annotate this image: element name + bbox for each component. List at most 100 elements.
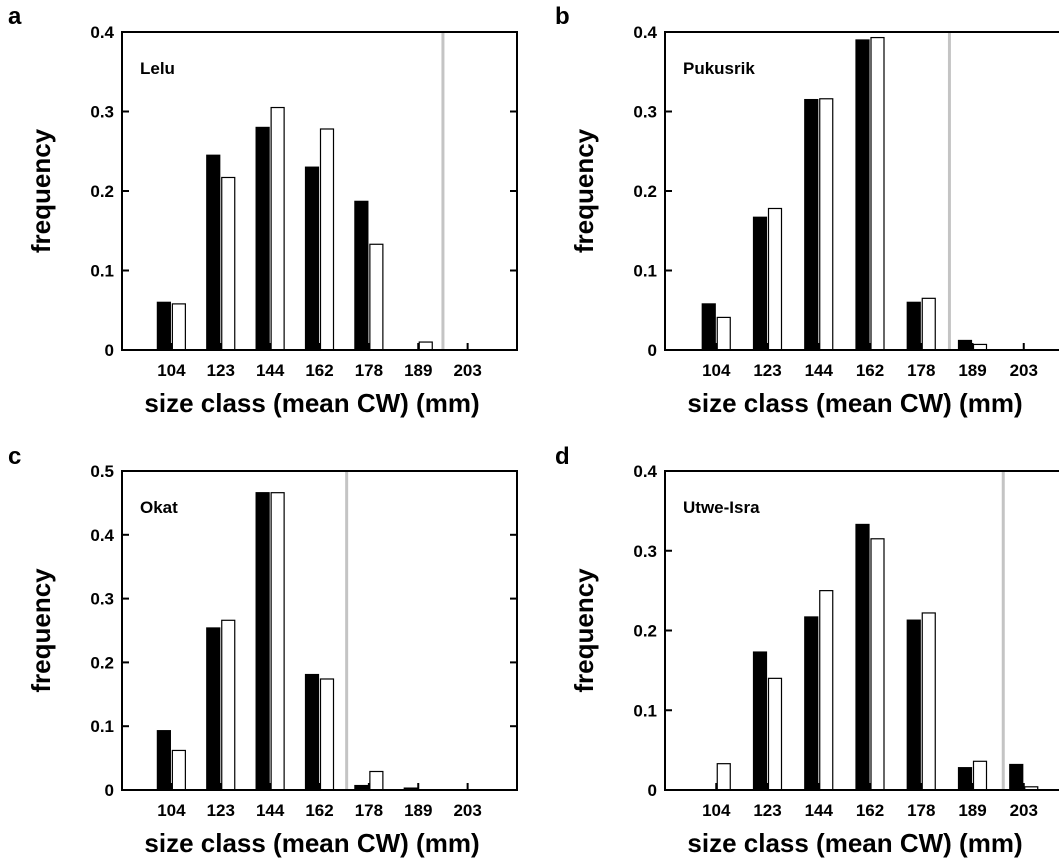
x-tick-label: 104 [702,801,731,820]
y-tick-label: 0.1 [633,701,657,720]
bar-black-144 [804,98,819,351]
panel-c: 0 0.1 0.2 0.3 0.4 0.5 104 123 144 162 178 189 203 siz… [8,443,518,858]
y-tick-label: 0.2 [90,182,114,201]
y-tick-label: 0.3 [633,103,657,122]
panel-letter: d [555,443,570,470]
y-tick-label: 0 [105,341,114,360]
x-tick-label: 162 [856,361,884,380]
site-label: Pukusrik [683,59,755,78]
y-tick-label: 0.4 [633,23,657,42]
bar-white-104 [716,763,731,791]
bar-black-189 [957,767,973,791]
x-tick-label: 189 [958,801,986,820]
site-label: Lelu [140,59,175,78]
x-tick-label: 144 [256,801,285,820]
y-axis-title: frequency [569,128,599,253]
x-tick-label: 144 [805,801,834,820]
bar-black-123 [206,154,221,351]
bar-black-162 [304,673,320,791]
x-tick-label: 203 [1010,361,1038,380]
x-tick-label: 203 [453,801,481,820]
x-tick-label: 203 [1010,801,1038,820]
y-tick-label: 0.1 [90,717,114,736]
bar-white-162 [319,128,335,351]
bar-white-144 [819,590,834,791]
bar-white-144 [819,98,834,351]
y-tick-label: 0.2 [90,653,114,672]
x-tick-label: 104 [157,361,186,380]
x-tick-label: 178 [355,801,383,820]
bar-black-162 [855,39,870,351]
y-tick-label: 0.1 [90,262,114,281]
bar-white-178 [921,612,936,791]
bar-white-178 [921,297,936,351]
panel-d: 0 0.1 0.2 0.3 0.4 104 123 144 162 178 189 203 size c… [555,443,1059,858]
bar-black-123 [206,627,221,791]
panel-b: 0 0.1 0.2 0.3 0.4 104 123 144 162 178 189 203 size c… [555,3,1059,418]
x-tick-label: 162 [305,801,333,820]
bar-white-178 [369,770,384,791]
bar-white-123 [221,176,236,351]
bar-white-162 [870,538,885,791]
bar-white-189 [972,760,988,791]
bar-black-104 [701,303,716,351]
bar-black-123 [752,651,768,791]
x-tick-label: 178 [355,361,383,380]
panel-letter: a [8,3,22,30]
x-tick-label: 162 [305,361,333,380]
x-tick-label: 178 [907,801,935,820]
x-tick-label: 144 [256,361,285,380]
bar-black-104 [156,301,171,351]
x-tick-label: 162 [856,801,884,820]
plot-frame [121,470,518,791]
x-tick-label: 203 [453,361,481,380]
y-tick-label: 0.4 [90,526,114,545]
y-tick-label: 0.4 [90,23,114,42]
bar-black-123 [752,216,768,351]
y-tick-label: 0 [105,781,114,800]
panel-letter: b [555,3,570,30]
y-tick-label: 0.5 [90,462,114,481]
bar-white-123 [767,207,783,351]
bar-black-162 [304,166,320,351]
bar-white-162 [870,36,885,351]
y-tick-label: 0.3 [90,103,114,122]
y-tick-label: 0.2 [633,182,657,201]
bar-black-144 [255,492,270,791]
y-tick-label: 0.4 [633,462,657,481]
y-axis-title: frequency [26,128,56,253]
bar-black-144 [804,616,819,791]
bar-black-178 [906,619,921,791]
bar-black-104 [156,730,171,791]
panel-letter: c [8,443,21,470]
x-axis-title: size class (mean CW) (mm) [687,828,1022,858]
x-axis-title: size class (mean CW) (mm) [144,388,479,418]
y-tick-label: 0.1 [633,262,657,281]
site-label: Okat [140,498,178,517]
x-axis-title: size class (mean CW) (mm) [687,388,1022,418]
bar-black-203 [1009,763,1024,791]
bar-black-162 [855,523,870,791]
bar-black-189 [957,339,973,351]
x-tick-label: 123 [207,801,235,820]
y-tick-label: 0.2 [633,622,657,641]
bar-black-144 [255,126,270,351]
x-tick-label: 189 [958,361,986,380]
y-tick-label: 0 [648,781,657,800]
bar-white-162 [319,678,335,791]
x-tick-label: 144 [805,361,834,380]
bar-white-178 [369,243,384,351]
plot-frame [121,31,518,351]
x-tick-label: 123 [207,361,235,380]
x-tick-label: 178 [907,361,935,380]
bar-black-178 [354,200,369,351]
bar-white-104 [171,749,186,791]
bar-white-123 [221,619,236,791]
bar-white-104 [171,303,186,351]
y-axis-title: frequency [569,568,599,693]
x-tick-label: 189 [404,361,432,380]
bar-white-123 [767,677,783,791]
y-axis-title: frequency [26,568,56,693]
bar-white-189 [418,341,433,351]
